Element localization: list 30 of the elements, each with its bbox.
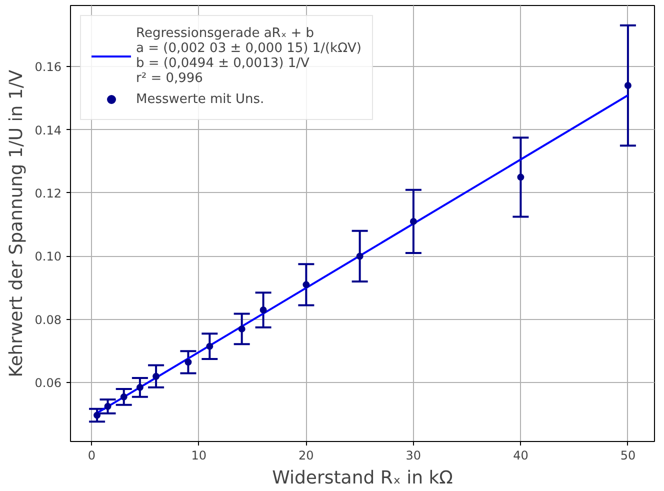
point <box>206 342 214 350</box>
y-tick-label: 0.10 <box>34 250 62 264</box>
x-tick-label: 40 <box>513 448 528 462</box>
point <box>517 174 524 181</box>
point <box>184 358 192 366</box>
y-tick-label: 0.06 <box>34 376 62 390</box>
point <box>410 218 417 225</box>
y-tick-label: 0.14 <box>34 123 62 138</box>
legend-label: Regressionsgerade aRₓ + b a = (0,002 03 ± 0,000 15) 1/(kΩV) b = (0,0494 ± 0,0013) 1/V r² = 0,996 <box>136 26 362 86</box>
point <box>624 82 632 89</box>
y-tick-label: 0.12 <box>34 186 62 200</box>
x-axis-title: Widerstand Rₓ in kΩ <box>272 468 454 488</box>
x-tick-label: 10 <box>191 448 207 462</box>
x-tick-label: 50 <box>620 448 636 462</box>
point <box>94 412 101 419</box>
y-axis-title: Kehrwert der Spannung 1/U in 1/V <box>6 69 27 378</box>
point <box>302 281 310 288</box>
legend-label: Messwerte mit Uns. <box>136 92 264 106</box>
point <box>104 402 112 410</box>
point <box>136 384 144 391</box>
point <box>120 393 128 400</box>
point <box>238 325 246 332</box>
y-tick-label: 0.16 <box>34 60 62 74</box>
y-tick-label: 0.08 <box>34 312 62 327</box>
point <box>260 306 267 314</box>
x-tick-label: 0 <box>88 448 96 462</box>
x-tick-label: 20 <box>298 448 314 462</box>
point <box>356 252 364 260</box>
x-tick-label: 30 <box>406 448 422 462</box>
point <box>152 372 160 380</box>
